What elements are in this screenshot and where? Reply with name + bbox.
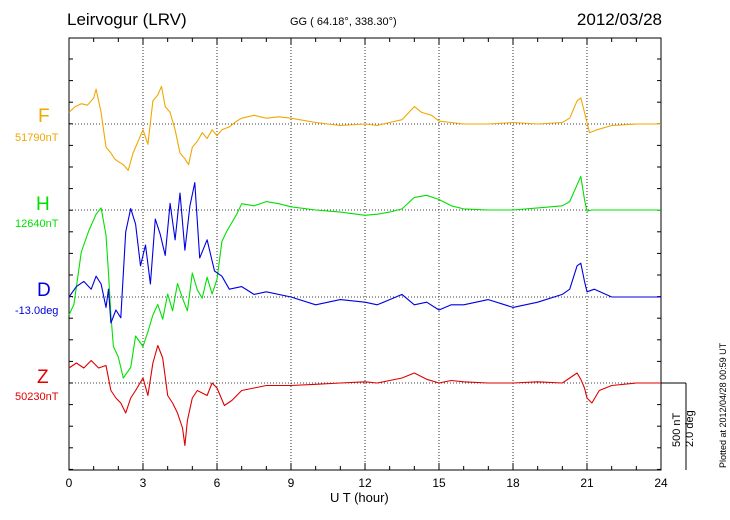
scale-angle-label: 2.0 deg (684, 410, 696, 447)
x-tick-label-9: 9 (288, 476, 295, 490)
station-title: Leirvogur (LRV) (67, 10, 187, 29)
z-baseline-value: 50230nT (15, 391, 59, 403)
f-baseline-value: 51790nT (15, 132, 59, 144)
x-tick-label-3: 3 (140, 476, 147, 490)
date-label: 2012/03/28 (576, 10, 662, 29)
h-baseline-value: 12640nT (15, 218, 59, 230)
x-tick-label-21: 21 (580, 476, 594, 490)
x-tick-label-12: 12 (358, 476, 372, 490)
z-component-label: Z (37, 367, 49, 388)
f-component-label: F (38, 106, 50, 127)
x-tick-label-6: 6 (214, 476, 221, 490)
scale-field-label: 500 nT (671, 412, 683, 447)
trace-d (68, 182, 661, 324)
trace-h (68, 175, 661, 379)
x-tick-label-24: 24 (654, 476, 668, 490)
geographic-coordinates: GG ( 64.18°, 338.30°) (290, 16, 397, 28)
d-baseline-value: -13.0deg (15, 305, 59, 317)
h-component-label: H (36, 194, 50, 215)
d-component-label: D (37, 280, 51, 301)
x-axis-title: U T (hour) (330, 490, 389, 505)
plotted-timestamp: Plotted at 2012/04/28 00:59 UT (718, 342, 728, 468)
trace-z (68, 344, 661, 447)
x-tick-label-0: 0 (66, 476, 73, 490)
trace-f (68, 85, 661, 171)
x-tick-label-15: 15 (432, 476, 446, 490)
x-tick-label-18: 18 (506, 476, 520, 490)
